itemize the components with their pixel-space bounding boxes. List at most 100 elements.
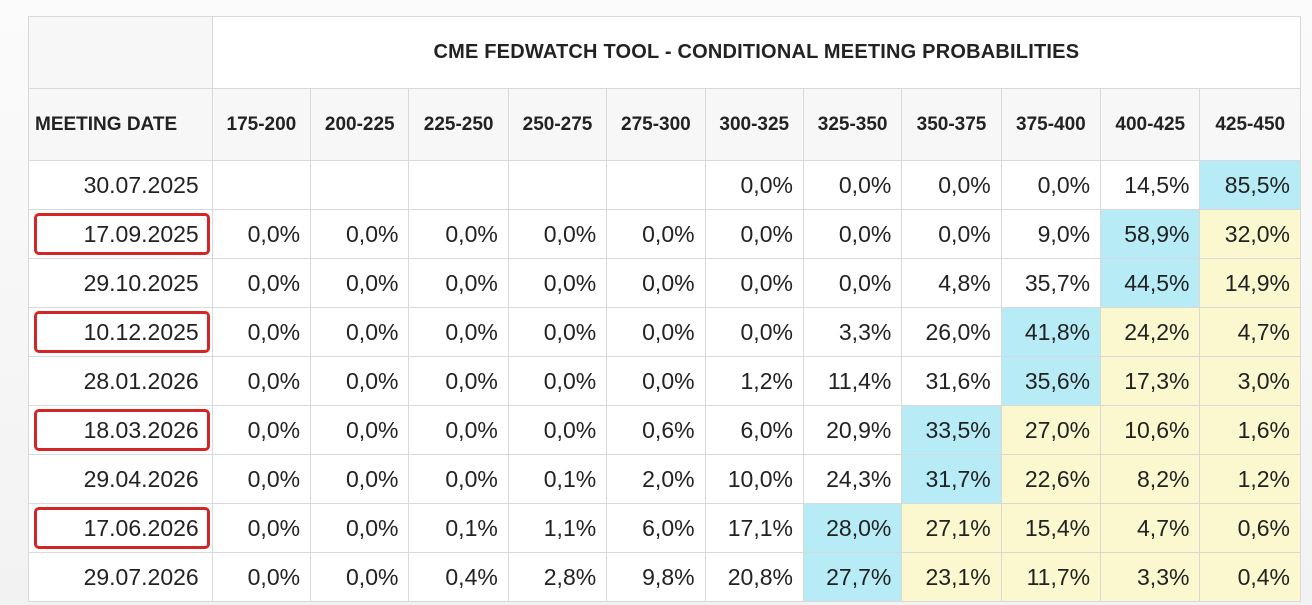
probability-cell bbox=[606, 160, 706, 210]
probability-cell: 11,7% bbox=[1000, 552, 1102, 602]
probability-cell: 0,0% bbox=[211, 209, 312, 259]
probability-cell: 1,1% bbox=[507, 503, 608, 553]
probability-cell: 0,0% bbox=[310, 503, 410, 553]
probability-cell: 0,0% bbox=[310, 307, 410, 357]
meeting-date-header: MEETING DATE bbox=[28, 88, 213, 161]
probability-cell: 0,0% bbox=[507, 258, 608, 308]
probability-cell: 27,7% bbox=[802, 552, 903, 602]
probability-cell: 2,8% bbox=[507, 552, 608, 602]
probability-cell: 0,4% bbox=[408, 552, 509, 602]
meeting-date: 30.07.2025 bbox=[83, 171, 199, 198]
rate-range-header: 200-225 bbox=[310, 88, 410, 161]
rate-range-header: 325-350 bbox=[802, 88, 903, 161]
probability-cell: 15,4% bbox=[1000, 503, 1102, 553]
rate-range-header: 400-425 bbox=[1100, 88, 1201, 161]
meeting-date: 29.07.2026 bbox=[83, 563, 199, 590]
probability-cell: 0,6% bbox=[606, 405, 706, 455]
probability-cell: 0,0% bbox=[211, 454, 312, 504]
probability-cell: 0,0% bbox=[901, 209, 1002, 259]
title-row: CME FEDWATCH TOOL - CONDITIONAL MEETING … bbox=[28, 16, 1302, 89]
rate-range-header: 300-325 bbox=[704, 88, 804, 161]
probability-cell: 0,0% bbox=[704, 307, 804, 357]
probability-cell: 85,5% bbox=[1199, 160, 1301, 210]
table-row: 18.03.2026 0,0% 0,0% 0,0% 0,0% 0,6% 6,0% 20,9% 3… bbox=[28, 405, 1301, 455]
probability-cell bbox=[507, 160, 608, 210]
probability-cell: 9,0% bbox=[1000, 209, 1102, 259]
probability-cell: 1,2% bbox=[1199, 454, 1301, 504]
probability-cell: 2,0% bbox=[606, 454, 706, 504]
probability-cell: 4,8% bbox=[901, 258, 1002, 308]
red-highlight-box bbox=[34, 409, 210, 451]
probability-cell: 17,1% bbox=[704, 503, 804, 553]
probability-cell: 14,9% bbox=[1199, 258, 1301, 308]
table-row: 17.09.2025 0,0% 0,0% 0,0% 0,0% 0,0% 0,0% 0,0% 0,… bbox=[28, 209, 1301, 259]
probability-cell: 0,0% bbox=[310, 356, 410, 406]
probability-cell: 0,0% bbox=[408, 258, 509, 308]
table-row: 30.07.2025 0,0% 0,0% 0,0% 0,0% 14,5% 85,5% bbox=[28, 160, 1301, 210]
probability-cell: 33,5% bbox=[901, 405, 1002, 455]
red-highlight-box bbox=[34, 311, 210, 353]
probability-cell: 0,0% bbox=[211, 356, 312, 406]
probability-cell: 0,0% bbox=[901, 160, 1002, 210]
probability-cell: 3,3% bbox=[1100, 552, 1201, 602]
probability-cell: 6,0% bbox=[704, 405, 804, 455]
table-row: 17.06.2026 0,0% 0,0% 0,1% 1,1% 6,0% 17,1% 28,0%… bbox=[28, 503, 1301, 553]
probability-cell: 0,0% bbox=[211, 307, 312, 357]
probability-cell: 0,0% bbox=[408, 454, 509, 504]
probability-cell: 0,0% bbox=[408, 307, 509, 357]
rate-range-header: 175-200 bbox=[211, 88, 312, 161]
meeting-date-cell: 28.01.2026 bbox=[28, 356, 213, 406]
title-corner-cell bbox=[28, 16, 213, 89]
probability-cell: 0,0% bbox=[704, 160, 804, 210]
meeting-date: 29.04.2026 bbox=[83, 465, 199, 492]
rate-range-header: 375-400 bbox=[1000, 88, 1102, 161]
probability-cell: 4,7% bbox=[1100, 503, 1201, 553]
probability-cell bbox=[408, 160, 509, 210]
column-header-row: MEETING DATE 175-200 200-225 225-250 250-27… bbox=[28, 88, 1301, 161]
meeting-date-cell: 29.07.2026 bbox=[28, 552, 213, 602]
probability-cell: 0,0% bbox=[310, 209, 410, 259]
probability-cell: 35,7% bbox=[1000, 258, 1102, 308]
probability-cell: 27,0% bbox=[1000, 405, 1102, 455]
table-row: 29.04.2026 0,0% 0,0% 0,0% 0,1% 2,0% 10,0% 24,3%… bbox=[28, 454, 1301, 504]
meeting-date: 28.01.2026 bbox=[83, 367, 199, 394]
rate-range-header: 250-275 bbox=[507, 88, 608, 161]
probability-cell: 0,0% bbox=[606, 258, 706, 308]
meeting-date: 29.10.2025 bbox=[83, 269, 199, 296]
probability-cell: 0,0% bbox=[704, 209, 804, 259]
probability-cell: 0,1% bbox=[507, 454, 608, 504]
table-row: 10.12.2025 0,0% 0,0% 0,0% 0,0% 0,0% 0,0% 3,3% 26… bbox=[28, 307, 1301, 357]
probability-cell: 44,5% bbox=[1100, 258, 1201, 308]
probability-cell: 22,6% bbox=[1000, 454, 1102, 504]
probability-cell: 32,0% bbox=[1199, 209, 1301, 259]
probability-cell bbox=[211, 160, 312, 210]
probability-cell: 1,6% bbox=[1199, 405, 1301, 455]
probability-cell: 41,8% bbox=[1000, 307, 1102, 357]
table-row: 28.01.2026 0,0% 0,0% 0,0% 0,0% 0,0% 1,2% 11,4% 3… bbox=[28, 356, 1301, 406]
probability-cell: 0,0% bbox=[310, 405, 410, 455]
probability-cell: 9,8% bbox=[606, 552, 706, 602]
probability-cell: 0,0% bbox=[507, 356, 608, 406]
rate-range-header: 425-450 bbox=[1199, 88, 1301, 161]
red-highlight-box bbox=[34, 213, 210, 255]
probability-cell: 24,3% bbox=[802, 454, 903, 504]
probability-cell: 23,1% bbox=[901, 552, 1002, 602]
table-row: 29.10.2025 0,0% 0,0% 0,0% 0,0% 0,0% 0,0% 0,0% 4,… bbox=[28, 258, 1301, 308]
probability-cell: 0,0% bbox=[408, 405, 509, 455]
probability-cell: 11,4% bbox=[802, 356, 903, 406]
probability-cell: 6,0% bbox=[606, 503, 706, 553]
probability-cell: 58,9% bbox=[1100, 209, 1201, 259]
probability-cell: 0,0% bbox=[704, 258, 804, 308]
probability-cell: 20,9% bbox=[802, 405, 903, 455]
probability-cell: 17,3% bbox=[1100, 356, 1201, 406]
probability-cell: 0,0% bbox=[606, 307, 706, 357]
probability-cell: 0,0% bbox=[802, 258, 903, 308]
probability-cell: 0,0% bbox=[408, 209, 509, 259]
probability-cell bbox=[310, 160, 410, 210]
probability-cell: 0,0% bbox=[310, 552, 410, 602]
table-row: 29.07.2026 0,0% 0,0% 0,4% 2,8% 9,8% 20,8% 27,7%… bbox=[28, 552, 1301, 602]
probability-cell: 8,2% bbox=[1100, 454, 1201, 504]
probability-cell: 0,0% bbox=[507, 405, 608, 455]
probability-cell: 26,0% bbox=[901, 307, 1002, 357]
rate-range-header: 225-250 bbox=[408, 88, 509, 161]
